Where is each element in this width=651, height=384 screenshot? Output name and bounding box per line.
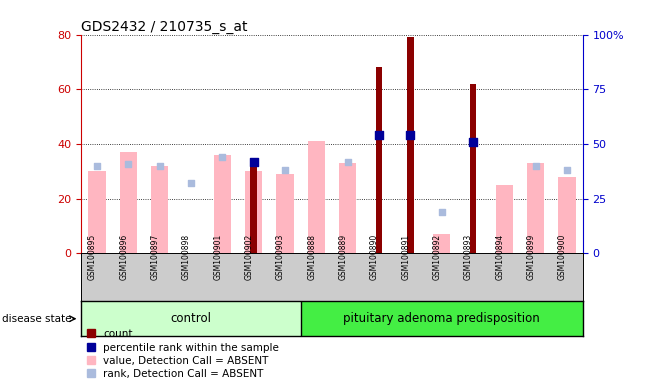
Bar: [89, 171, 105, 253]
Point: [92, 163, 102, 169]
Text: GSM100898: GSM100898: [182, 234, 191, 280]
Text: GSM100895: GSM100895: [88, 234, 97, 280]
Point: [405, 132, 415, 138]
Text: GSM100903: GSM100903: [276, 234, 285, 280]
Bar: [559, 177, 575, 253]
Text: pituitary adenoma predisposition: pituitary adenoma predisposition: [343, 312, 540, 325]
Point: [186, 180, 196, 187]
Text: GSM100891: GSM100891: [401, 234, 410, 280]
Text: GSM100893: GSM100893: [464, 234, 473, 280]
Bar: [151, 166, 169, 253]
Text: disease state: disease state: [2, 314, 72, 324]
Text: GSM100889: GSM100889: [339, 234, 348, 280]
Bar: [433, 234, 450, 253]
Text: GSM100896: GSM100896: [119, 234, 128, 280]
Point: [217, 154, 228, 160]
Bar: [407, 37, 414, 253]
Bar: [527, 163, 544, 253]
Bar: [245, 171, 262, 253]
Point: [280, 167, 290, 173]
Bar: [339, 163, 356, 253]
Bar: [376, 68, 382, 253]
Text: GSM100901: GSM100901: [214, 234, 223, 280]
Bar: [469, 84, 477, 253]
Point: [436, 209, 447, 215]
Text: GSM100888: GSM100888: [307, 234, 316, 280]
Text: GDS2432 / 210735_s_at: GDS2432 / 210735_s_at: [81, 20, 248, 33]
Point: [154, 163, 165, 169]
Text: control: control: [171, 312, 212, 325]
Point: [123, 161, 133, 167]
Text: GSM100897: GSM100897: [150, 234, 159, 280]
Point: [374, 132, 384, 138]
Point: [249, 159, 259, 165]
Point: [562, 167, 572, 173]
Text: GSM100900: GSM100900: [558, 234, 567, 280]
Point: [468, 139, 478, 145]
Bar: [495, 185, 513, 253]
Bar: [301, 301, 583, 336]
Bar: [214, 155, 231, 253]
Text: GSM100892: GSM100892: [433, 234, 441, 280]
Bar: [308, 141, 325, 253]
Text: GSM100902: GSM100902: [245, 234, 254, 280]
Point: [531, 163, 541, 169]
Text: GSM100890: GSM100890: [370, 234, 379, 280]
Legend: count, percentile rank within the sample, value, Detection Call = ABSENT, rank, : count, percentile rank within the sample…: [87, 329, 279, 379]
Bar: [277, 174, 294, 253]
Bar: [250, 163, 257, 253]
Bar: [120, 152, 137, 253]
Text: GSM100894: GSM100894: [495, 234, 505, 280]
Bar: [81, 301, 301, 336]
Text: GSM100899: GSM100899: [527, 234, 536, 280]
Point: [342, 159, 353, 165]
